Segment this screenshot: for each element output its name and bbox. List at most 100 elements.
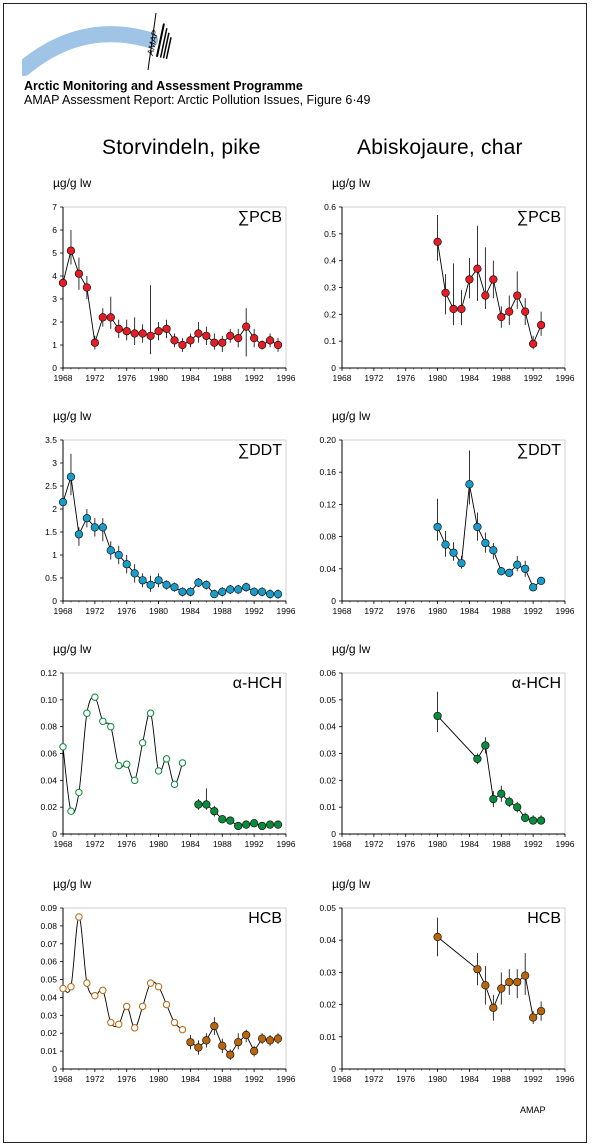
data-point: [130, 569, 139, 578]
data-point: [114, 324, 123, 334]
x-tick-label: 1996: [277, 1074, 296, 1084]
y-tick-label: 0.03: [319, 749, 336, 759]
y-tick-label: 0.3: [324, 283, 336, 293]
compound-label: α-HCH: [512, 675, 561, 692]
chart-storvindeln-ddt: 0 0.5 1 1.5 2 2.5 3 3.5 1968 1972 1976 1980 1984 1988…: [45, 409, 296, 616]
data-point: [210, 589, 219, 599]
data-point: [529, 1013, 538, 1022]
y-tick-label: 5: [52, 248, 57, 258]
data-point: [74, 530, 84, 539]
x-tick-label: 1984: [181, 373, 200, 383]
x-tick-label: 1980: [149, 839, 168, 849]
data-point: [154, 767, 163, 775]
x-tick-label: 1968: [54, 1074, 73, 1084]
data-point: [250, 587, 259, 596]
data-point: [66, 246, 76, 255]
y-tick-label: 2: [52, 317, 57, 327]
y-tick-label: 0.02: [40, 1028, 57, 1038]
data-point: [130, 329, 139, 338]
plot-area: [341, 907, 566, 1070]
y-tick-label: 0.2: [324, 309, 336, 319]
data-point: [122, 560, 131, 569]
data-point: [154, 983, 163, 991]
x-tick-label: 1968: [333, 606, 352, 616]
x-tick-label: 1992: [245, 373, 264, 383]
series-line: [437, 936, 542, 1019]
data-point: [178, 759, 187, 767]
y-tick-label: 1: [52, 340, 57, 350]
x-tick-label: 1992: [524, 1074, 543, 1084]
series-line: [62, 249, 279, 346]
chart-abiskojaure-ddt: 0 0.04 0.08 0.12 0.16 0.20 1968 1972 1976 1980 198…: [319, 409, 574, 616]
data-point: [449, 548, 458, 557]
y-tick-label: 0.05: [319, 695, 336, 705]
amap-logo: AMAP: [16, 10, 202, 80]
data-point: [83, 709, 91, 717]
data-point: [489, 795, 498, 804]
plot-area: [62, 907, 287, 1070]
data-point: [98, 523, 107, 532]
data-point: [529, 339, 538, 348]
data-point: [226, 816, 235, 825]
data-point: [170, 780, 179, 789]
data-point: [59, 743, 67, 751]
x-tick-label: 1996: [556, 373, 575, 383]
y-tick-label: 0.07: [40, 939, 57, 949]
x-tick-label: 1972: [85, 373, 104, 383]
data-point: [98, 313, 107, 322]
data-point: [529, 583, 538, 592]
y-tick-label: 0.02: [319, 1000, 336, 1010]
data-point: [123, 760, 131, 768]
data-point: [67, 807, 75, 815]
data-point: [114, 550, 123, 560]
data-point: [457, 559, 466, 568]
data-point: [194, 578, 203, 587]
data-point: [234, 1038, 243, 1047]
data-point: [138, 576, 147, 585]
data-point: [83, 979, 91, 987]
data-point: [433, 932, 442, 942]
data-point: [90, 338, 99, 347]
data-point: [529, 816, 538, 825]
data-point: [242, 1030, 251, 1040]
x-tick-label: 1972: [364, 373, 383, 383]
x-tick-label: 1980: [428, 839, 447, 849]
data-point: [513, 560, 522, 569]
data-point: [218, 338, 227, 347]
y-tick-label: 3: [52, 458, 57, 468]
data-point: [194, 800, 203, 809]
footer-credit: AMAP: [520, 1105, 546, 1115]
x-tick-label: 1976: [396, 606, 415, 616]
data-point: [489, 1003, 498, 1012]
x-tick-label: 1988: [213, 1074, 232, 1084]
x-tick-label: 1988: [492, 839, 511, 849]
y-tick-label: 0: [331, 829, 336, 839]
x-tick-label: 1980: [428, 606, 447, 616]
x-tick-label: 1984: [181, 839, 200, 849]
chart-abiskojaure-pcb: 0 0.1 0.2 0.3 0.4 0.5 0.6 1968 1972 1976 1980 1984 1…: [324, 176, 575, 383]
y-tick-label: 0.12: [40, 668, 57, 678]
data-point: [82, 514, 91, 523]
data-point: [473, 754, 482, 763]
x-tick-label: 1976: [396, 839, 415, 849]
y-tick-label: 0.05: [319, 903, 336, 913]
data-point: [473, 965, 482, 974]
data-point: [178, 1025, 187, 1034]
y-tick-label: 0: [52, 363, 57, 373]
y-tick-label: 2.5: [45, 481, 57, 491]
y-tick-label: 0: [52, 596, 57, 606]
compound-label: ∑DDT: [238, 442, 283, 459]
data-point: [66, 472, 76, 481]
y-tick-label: 0.01: [40, 1046, 57, 1056]
y-tick-label: 7: [52, 202, 57, 212]
x-tick-label: 1984: [181, 1074, 200, 1084]
data-point: [154, 576, 163, 585]
y-tick-label: 0: [331, 363, 336, 373]
y-tick-label: 0: [52, 829, 57, 839]
y-tick-label: 1.5: [45, 527, 57, 537]
x-tick-label: 1968: [333, 839, 352, 849]
data-point: [91, 991, 99, 1000]
y-tick-label: 0.05: [40, 975, 57, 985]
y-tick-label: 0.4: [324, 256, 336, 266]
data-point: [154, 327, 163, 336]
